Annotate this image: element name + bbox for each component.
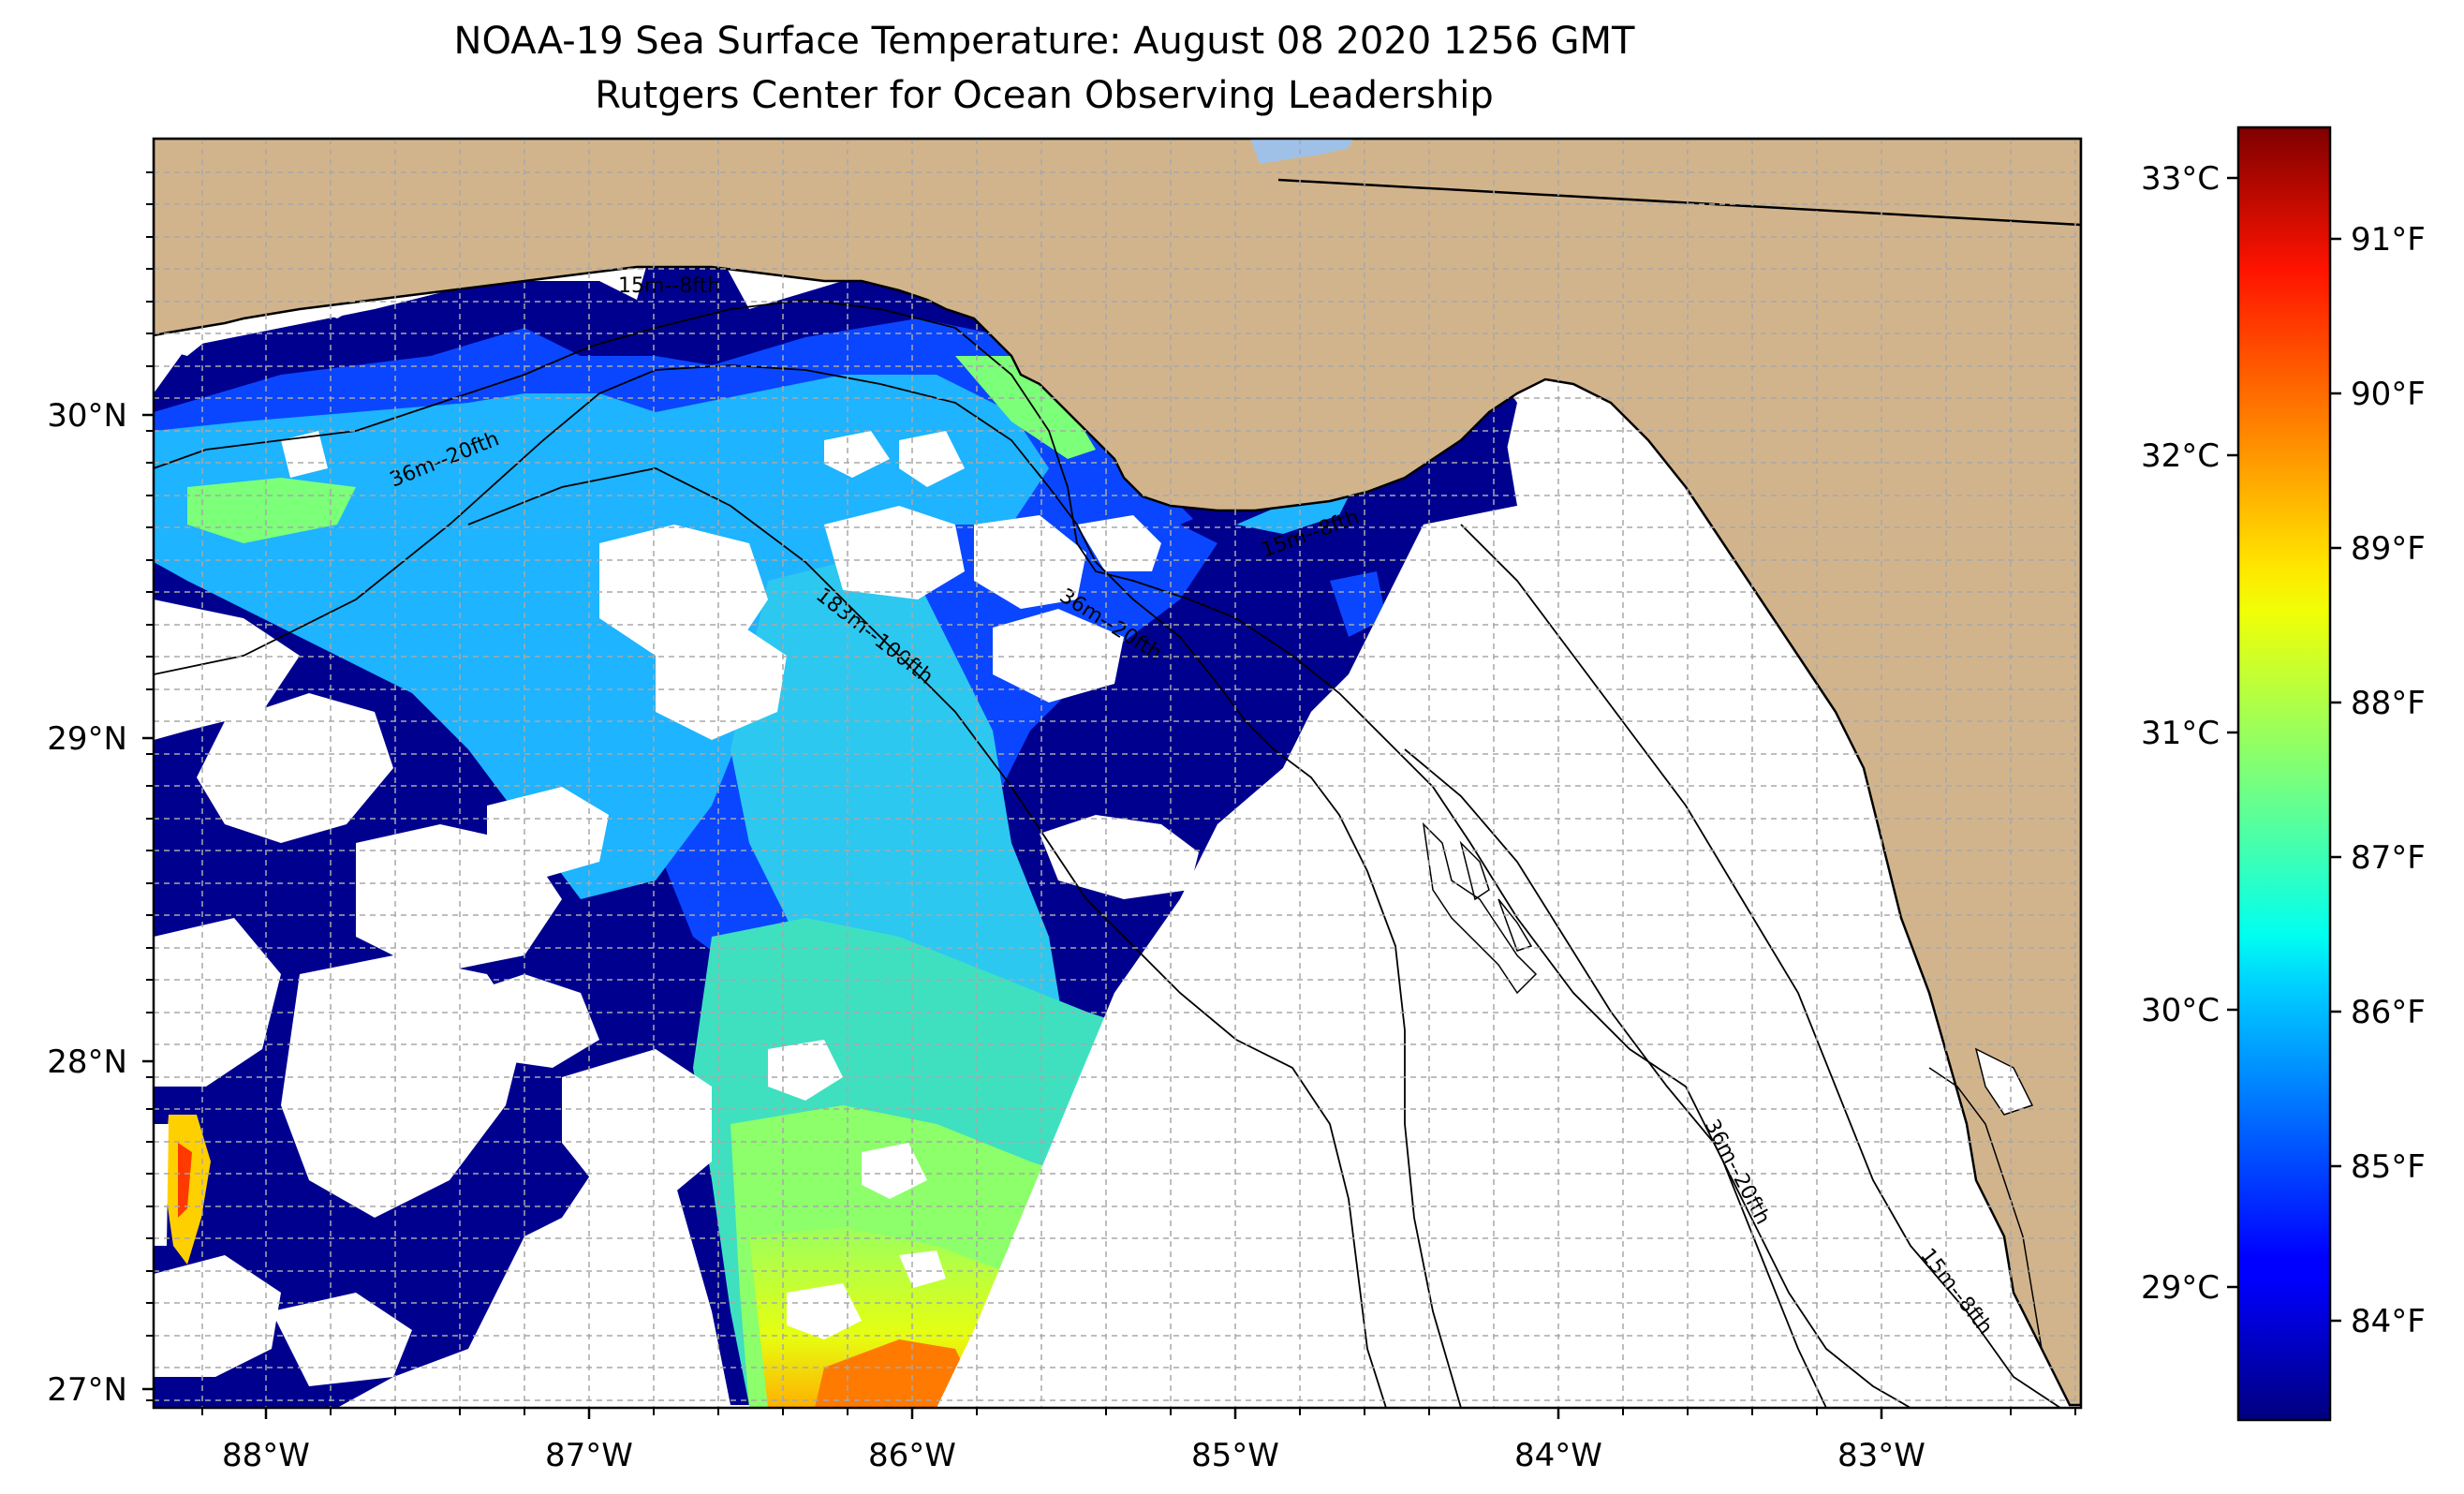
fahrenheit-tick-label: 85°F — [2351, 1148, 2426, 1186]
map-frame — [152, 137, 2083, 1410]
map-major-ticks — [142, 413, 1883, 1419]
fahrenheit-tick-label: 86°F — [2351, 994, 2426, 1031]
land — [154, 139, 2081, 1407]
lon-tick-label: 87°W — [545, 1437, 633, 1474]
lon-tick-label: 86°W — [868, 1437, 956, 1474]
celsius-tick-label: 29°C — [2141, 1269, 2220, 1307]
fahrenheit-tick-label: 89°F — [2351, 530, 2426, 568]
coastal-detail — [1422, 821, 2043, 1350]
colorbar-gradient — [2238, 127, 2330, 1420]
fahrenheit-labels: 91°F 90°F 89°F 88°F 87°F 86°F 85°F 84°F — [2351, 221, 2426, 1340]
fahrenheit-tick-label: 90°F — [2351, 376, 2426, 413]
celsius-tick-label: 33°C — [2141, 160, 2220, 198]
celsius-tick-label: 32°C — [2141, 437, 2220, 475]
fahrenheit-tick-label: 88°F — [2351, 685, 2426, 722]
lat-tick-label: 29°N — [47, 720, 127, 758]
celsius-tick-label: 30°C — [2141, 992, 2220, 1029]
colorbar-frame — [2236, 126, 2332, 1422]
lon-tick-label: 83°W — [1837, 1437, 1925, 1474]
map-area: 15m--8fth 36m--20fth 183m--100fth 36m--2… — [154, 139, 2081, 1408]
latitude-labels: 30°N 29°N 28°N 27°N — [47, 397, 127, 1409]
map-title: NOAA-19 Sea Surface Temperature: August … — [453, 20, 1635, 63]
map-subtitle: Rutgers Center for Ocean Observing Leade… — [595, 74, 1494, 117]
gridlines — [154, 139, 2081, 1408]
lake — [1250, 139, 1353, 164]
lat-tick-label: 30°N — [47, 397, 127, 435]
colorbar: 33°C 32°C 31°C 30°C 29°C 91°F 90°F 89°F … — [2141, 126, 2426, 1422]
state-border — [1277, 178, 2081, 227]
celsius-tick-label: 31°C — [2141, 715, 2220, 752]
fahrenheit-tick-label: 91°F — [2351, 221, 2426, 259]
lon-tick-label: 85°W — [1191, 1437, 1279, 1474]
celsius-ticks — [2227, 176, 2238, 1289]
longitude-labels: 88°W 87°W 86°W 85°W 84°W 83°W — [222, 1437, 1925, 1474]
fahrenheit-tick-label: 87°F — [2351, 839, 2426, 877]
lon-tick-label: 84°W — [1514, 1437, 1602, 1474]
fahrenheit-ticks — [2330, 237, 2341, 1323]
fahrenheit-tick-label: 84°F — [2351, 1303, 2426, 1340]
celsius-labels: 33°C 32°C 31°C 30°C 29°C — [2141, 160, 2220, 1307]
contour-label: 15m--8fth — [618, 274, 720, 298]
lat-tick-label: 28°N — [47, 1043, 127, 1081]
lon-tick-label: 88°W — [222, 1437, 310, 1474]
lat-tick-label: 27°N — [47, 1371, 127, 1409]
